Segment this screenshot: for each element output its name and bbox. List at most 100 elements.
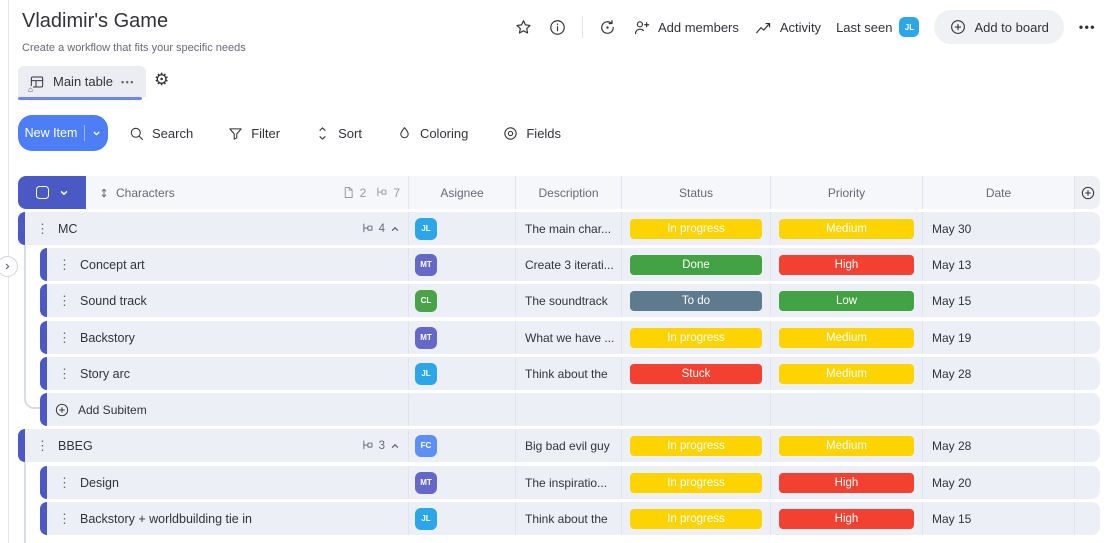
date-cell[interactable]: May 15 (922, 284, 1074, 317)
status-cell[interactable]: In progress (621, 212, 770, 245)
date-cell[interactable]: May 30 (922, 212, 1074, 245)
board-settings-gear-icon[interactable]: ⚙ (154, 70, 170, 89)
tab-more-menu[interactable]: ••• (120, 76, 135, 87)
asignee-cell[interactable]: MT (408, 466, 515, 499)
filter-button[interactable]: Filter (227, 125, 280, 142)
activity-button[interactable]: Activity (754, 18, 821, 37)
board-more-menu-button[interactable]: ••• (1078, 20, 1096, 34)
row-menu-icon[interactable]: ⋮ (58, 329, 71, 345)
item-name[interactable]: Sound track (80, 293, 147, 308)
priority-cell[interactable]: Medium (770, 429, 922, 462)
asignee-cell[interactable]: MT (408, 248, 515, 281)
column-header-status[interactable]: Status (621, 176, 770, 209)
priority-badge[interactable]: Medium (779, 327, 914, 348)
table-row-mc[interactable]: ⋮ MC 4 JL The main char... In progress M… (18, 212, 1100, 245)
priority-badge[interactable]: Low (779, 290, 914, 311)
sidebar-expand-button[interactable] (0, 256, 18, 277)
subitems-toggle[interactable]: 3 (361, 429, 400, 462)
priority-cell[interactable]: Medium (770, 321, 922, 354)
description-cell[interactable]: What we have ... (515, 321, 621, 354)
asignee-cell[interactable]: JL (408, 212, 515, 245)
board-sync-icon[interactable] (598, 18, 617, 37)
add-members-button[interactable]: Add members (632, 18, 739, 37)
item-name[interactable]: MC (58, 221, 78, 236)
status-badge[interactable]: In progress (630, 472, 762, 493)
select-all-control[interactable] (18, 176, 86, 209)
new-item-button[interactable]: New Item (18, 115, 108, 151)
asignee-cell[interactable]: MT (408, 321, 515, 354)
column-header-date[interactable]: Date (922, 176, 1074, 209)
avatar[interactable]: FC (415, 434, 437, 457)
item-name[interactable]: Concept art (80, 257, 145, 272)
status-badge[interactable]: Done (630, 254, 762, 275)
date-cell[interactable]: May 19 (922, 321, 1074, 354)
avatar[interactable]: JL (415, 217, 437, 240)
description-cell[interactable]: Create 3 iterati... (515, 248, 621, 281)
row-menu-icon[interactable]: ⋮ (58, 474, 71, 490)
priority-badge[interactable]: Medium (779, 435, 914, 456)
priority-cell[interactable]: Medium (770, 212, 922, 245)
priority-badge[interactable]: Medium (779, 363, 914, 384)
description-cell[interactable]: The soundtrack (515, 284, 621, 317)
fields-button[interactable]: Fields (502, 125, 561, 142)
coloring-button[interactable]: Coloring (396, 125, 468, 142)
priority-cell[interactable]: High (770, 502, 922, 535)
priority-badge[interactable]: High (779, 472, 914, 493)
status-cell[interactable]: In progress (621, 429, 770, 462)
last-seen[interactable]: Last seen JL (836, 17, 920, 37)
status-cell[interactable]: To do (621, 284, 770, 317)
status-cell[interactable]: In progress (621, 502, 770, 535)
table-row-backstory[interactable]: ⋮ Backstory MT What we have ... In progr… (40, 321, 1100, 354)
status-badge[interactable]: In progress (630, 435, 762, 456)
tab-main-table[interactable]: ⌂ Main table ••• (18, 66, 146, 97)
priority-cell[interactable]: Low (770, 284, 922, 317)
asignee-cell[interactable]: CL (408, 284, 515, 317)
favorite-star-icon[interactable] (514, 18, 533, 37)
priority-badge[interactable]: High (779, 254, 914, 275)
add-column-button[interactable] (1074, 176, 1100, 209)
date-cell[interactable]: May 15 (922, 502, 1074, 535)
status-badge[interactable]: In progress (630, 508, 762, 529)
description-cell[interactable]: The main char... (515, 212, 621, 245)
row-menu-icon[interactable]: ⋮ (58, 292, 71, 308)
row-menu-icon[interactable]: ⋮ (58, 256, 71, 272)
table-row-backstory-worldbuilding[interactable]: ⋮ Backstory + worldbuilding tie in JL Th… (40, 502, 1100, 535)
date-cell[interactable]: May 13 (922, 248, 1074, 281)
priority-badge[interactable]: High (779, 508, 914, 529)
asignee-cell[interactable]: JL (408, 357, 515, 390)
column-header-description[interactable]: Description (515, 176, 621, 209)
table-row-sound-track[interactable]: ⋮ Sound track CL The soundtrack To do Lo… (40, 284, 1100, 317)
avatar[interactable]: MT (415, 471, 437, 494)
status-badge[interactable]: In progress (630, 327, 762, 348)
description-cell[interactable]: Think about the (515, 502, 621, 535)
description-cell[interactable]: Big bad evil guy (515, 429, 621, 462)
date-cell[interactable]: May 20 (922, 466, 1074, 499)
row-menu-icon[interactable]: ⋮ (58, 365, 71, 381)
board-title[interactable]: Vladimir's Game (22, 10, 169, 32)
status-badge[interactable]: Stuck (630, 363, 762, 384)
description-cell[interactable]: Think about the (515, 357, 621, 390)
priority-badge[interactable]: Medium (779, 218, 914, 239)
select-all-checkbox[interactable] (35, 186, 49, 199)
status-cell[interactable]: Done (621, 248, 770, 281)
sort-button[interactable]: Sort (314, 125, 362, 142)
status-badge[interactable]: To do (630, 290, 762, 311)
priority-cell[interactable]: Medium (770, 357, 922, 390)
table-row-story-arc[interactable]: ⋮ Story arc JL Think about the Stuck Med… (40, 357, 1100, 390)
add-to-board-button[interactable]: Add to board (934, 10, 1064, 44)
subitems-toggle[interactable]: 4 (361, 212, 400, 245)
item-name[interactable]: Design (80, 475, 119, 490)
status-cell[interactable]: In progress (621, 321, 770, 354)
chevron-down-icon[interactable] (59, 188, 69, 198)
table-row-design[interactable]: ⋮ Design MT The inspiratio... In progres… (40, 466, 1100, 499)
board-info-icon[interactable] (548, 18, 567, 37)
item-name[interactable]: Backstory (80, 330, 135, 345)
row-menu-icon[interactable]: ⋮ (36, 220, 49, 236)
asignee-cell[interactable]: FC (408, 429, 515, 462)
search-button[interactable]: Search (128, 125, 193, 142)
column-header-characters[interactable]: Characters (98, 176, 175, 209)
priority-cell[interactable]: High (770, 466, 922, 499)
column-header-priority[interactable]: Priority (770, 176, 922, 209)
table-row-bbeg[interactable]: ⋮ BBEG 3 FC Big bad evil guy In progress… (18, 429, 1100, 462)
table-row-concept-art[interactable]: ⋮ Concept art MT Create 3 iterati... Don… (40, 248, 1100, 281)
